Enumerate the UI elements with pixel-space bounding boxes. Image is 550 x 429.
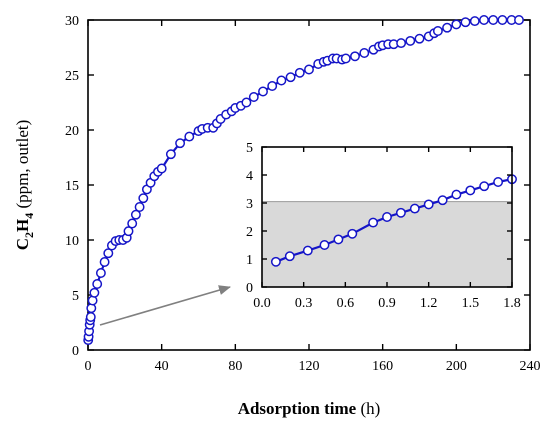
main-data-point (85, 312, 96, 322)
zoom-arrow (99, 285, 231, 326)
main-data-point (89, 287, 100, 298)
inset-data-point (333, 234, 344, 245)
inset-series (270, 174, 517, 267)
main-data-point (276, 75, 287, 86)
inset-y-tick-label: 1 (246, 253, 253, 268)
inset-data-point (437, 195, 448, 206)
inset-axis-ticks: 0.0 0.3 0.6 0.9 1.2 1.5 1.8 0 1 2 3 4 5 (246, 141, 521, 311)
inset-x-tick-label: 0.6 (337, 296, 355, 311)
inset-data-point (382, 212, 392, 222)
main-data-point (184, 131, 195, 142)
inset-data-point (409, 203, 420, 214)
main-data-point (285, 72, 296, 83)
inset-data-point (319, 240, 330, 250)
inset-x-tick-label: 1.5 (462, 296, 480, 311)
main-data-point (405, 35, 416, 46)
main-y-tick-label: 30 (65, 14, 79, 29)
inset-data-point (302, 245, 313, 256)
main-data-point (95, 268, 106, 278)
main-x-tick-label: 40 (155, 359, 169, 374)
main-data-point (103, 248, 114, 259)
main-y-axis-title: C2H4 (ppm, outlet) (13, 120, 36, 251)
main-data-point (294, 67, 305, 78)
inset-data-point (423, 199, 434, 210)
main-y-tick-label: 5 (72, 289, 79, 304)
main-data-point (497, 15, 508, 25)
inset-data-point (284, 251, 295, 262)
main-data-point (304, 64, 314, 75)
inset-chart: 0.0 0.3 0.6 0.9 1.2 1.5 1.8 0 1 2 3 4 5 (246, 141, 521, 311)
inset-y-tick-label: 5 (246, 141, 253, 156)
main-data-point (241, 97, 252, 108)
main-data-point (99, 257, 110, 267)
inset-data-point (479, 181, 490, 192)
inset-x-tick-label: 1.8 (503, 296, 521, 311)
inset-x-tick-label: 0.0 (253, 296, 271, 311)
main-data-point (175, 138, 186, 149)
main-data-point (92, 279, 103, 289)
main-data-point (460, 17, 471, 28)
main-data-point (127, 218, 138, 229)
inset-data-point (451, 189, 462, 200)
inset-data-point (270, 256, 281, 267)
main-data-point (414, 33, 425, 44)
main-data-point (130, 209, 141, 220)
main-data-point (451, 19, 462, 30)
main-data-point (479, 15, 489, 25)
main-data-point (248, 92, 259, 102)
main-x-tick-label: 0 (85, 359, 92, 374)
inset-data-point (368, 217, 379, 228)
main-y-tick-label: 10 (65, 234, 79, 249)
main-y-tick-label: 20 (65, 124, 79, 139)
inset-data-point (493, 177, 504, 187)
inset-data-point (347, 228, 358, 239)
inset-y-tick-label: 2 (246, 225, 253, 240)
inset-y-tick-label: 4 (246, 169, 253, 184)
main-data-point (267, 81, 278, 91)
main-y-tick-label: 0 (72, 344, 79, 359)
main-data-point (123, 226, 134, 237)
main-data-point (165, 149, 176, 160)
main-data-point (488, 15, 499, 25)
main-y-tick-label: 25 (65, 69, 79, 84)
main-x-tick-label: 160 (372, 359, 393, 374)
main-x-axis-title: Adsorption time (h) (238, 399, 381, 418)
inset-y-tick-label: 0 (246, 281, 253, 296)
inset-y-tick-label: 3 (246, 197, 253, 212)
main-data-point (138, 193, 149, 204)
inset-x-tick-label: 0.9 (378, 296, 396, 311)
main-x-tick-label: 120 (299, 359, 320, 374)
main-x-tick-label: 240 (520, 359, 541, 374)
main-data-point (340, 53, 351, 64)
main-data-point (396, 38, 407, 49)
inset-data-point (395, 207, 406, 218)
inset-x-tick-label: 0.3 (295, 296, 313, 311)
main-y-tick-label: 15 (65, 179, 79, 194)
main-series (83, 15, 524, 346)
main-data-point (442, 22, 453, 33)
main-x-tick-label: 80 (228, 359, 242, 374)
main-data-point (134, 202, 145, 212)
inset-x-tick-label: 1.2 (420, 296, 438, 311)
main-data-point (156, 163, 167, 174)
main-data-point (432, 26, 443, 36)
main-data-point (514, 15, 524, 25)
main-x-tick-label: 200 (446, 359, 467, 374)
main-data-point (469, 16, 480, 27)
inset-data-point (465, 185, 476, 196)
main-data-point (350, 51, 360, 62)
main-data-point (258, 86, 268, 97)
main-data-point (359, 48, 370, 58)
